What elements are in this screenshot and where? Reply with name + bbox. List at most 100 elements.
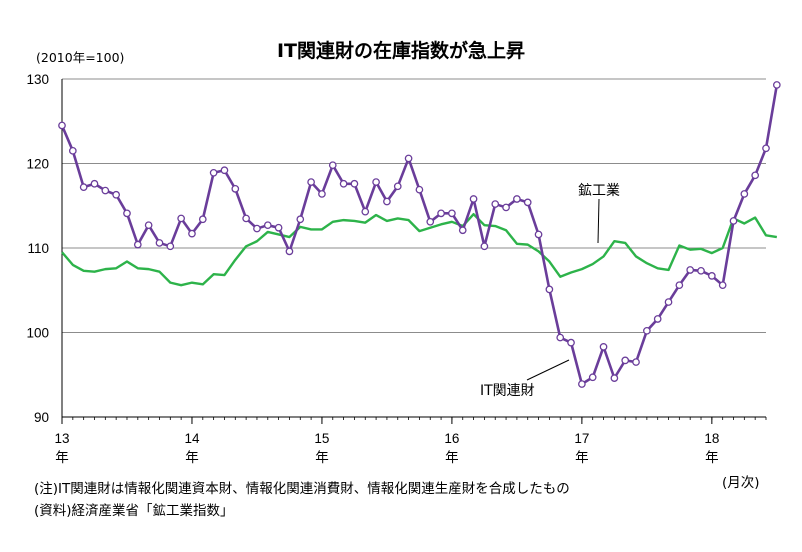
data-point [242,214,250,223]
data-point [578,380,586,388]
data-point [144,221,153,230]
data-point [523,198,532,207]
annotations: 鉱工業 IT関連財 [480,182,620,399]
data-point [437,209,445,218]
data-point [751,171,760,180]
data-point [718,281,727,290]
data-point [383,197,391,206]
data-point [393,182,402,191]
data-point [263,221,272,230]
data-point [188,229,196,238]
x-unit-label: (月次) [722,475,760,491]
data-point [632,358,640,366]
data-point [112,190,121,199]
data-point [697,266,705,275]
data-point [664,298,673,306]
annotation-label-mining: 鉱工業 [578,182,620,199]
x-tick-labels: 13 年 14 年 15 年 16 年 17 年 18 年 [54,431,719,466]
data-point [502,203,510,212]
data-point [209,168,218,177]
data-point [762,144,770,153]
data-point [177,214,185,223]
data-point [123,209,131,218]
y-tick-label-100: 100 [26,326,49,341]
data-point [296,215,305,224]
x-tick-suffix-15: 年 [315,450,329,466]
unit-label: (2010年=100) [36,50,125,65]
x-tick-suffix-13: 年 [55,450,69,466]
data-point [610,374,619,382]
data-point [274,223,283,232]
data-point [740,190,749,198]
y-tick-label-120: 120 [26,157,49,172]
data-point [79,183,88,192]
data-point [448,209,456,218]
data-point [415,185,424,194]
data-point [350,179,359,188]
source-note: (資料)経済産業省「鉱工業指数」 [34,503,234,519]
x-tick-suffix-14: 年 [185,450,199,466]
x-tick-label-14: 14 [184,431,200,446]
annotation-label-it: IT関連財 [480,383,535,399]
x-tick-label-18: 18 [704,431,719,446]
data-point [480,242,489,251]
data-point [621,356,630,365]
data-point [729,217,738,225]
x-tick-label-17: 17 [574,431,589,446]
data-point [372,178,380,186]
y-tick-label-90: 90 [34,410,49,425]
data-point [707,272,716,280]
axes [61,79,767,424]
footnote: (注)IT関連財は情報化関連資本財、情報化関連消費財、情報化関連生産財を合成した… [34,481,570,497]
data-point [68,146,77,155]
series-line-it [60,84,779,386]
y-tick-labels: 90 100 110 120 130 [26,72,49,425]
data-point [772,81,781,89]
data-point [469,195,478,203]
data-point [534,230,543,239]
x-tick-label-13: 13 [54,431,69,446]
data-point [567,338,575,347]
data-point [231,185,240,193]
data-point [90,179,99,188]
data-point [339,179,348,188]
data-point [318,190,326,198]
data-point [220,166,229,175]
data-point [328,161,337,170]
data-point [133,240,142,249]
data-point [599,343,608,351]
x-tick-suffix-16: 年 [445,450,459,466]
data-point [491,200,500,208]
data-point [588,373,597,382]
x-tick-label-16: 16 [444,431,459,446]
series-markers [58,81,781,388]
data-point [513,195,521,203]
data-point [458,226,467,235]
x-tick-label-15: 15 [314,431,329,446]
y-tick-label-130: 130 [26,72,49,87]
data-point [155,239,164,247]
x-tick-suffix-18: 年 [705,450,719,466]
data-point [253,224,261,233]
data-point [545,285,554,294]
data-point [556,333,565,342]
annotation-leader-mining [597,198,600,244]
series-lines [60,84,779,386]
data-point [58,121,66,130]
data-point [426,217,435,226]
data-point [643,326,651,335]
y-tick-label-110: 110 [27,241,49,256]
data-point [686,266,695,274]
data-point [307,178,315,186]
chart-title: IT関連財の在庫指数が急上昇 [276,40,526,62]
data-point [285,247,294,256]
data-point [653,315,662,323]
data-point [675,281,684,290]
annotation-leader-it [526,359,570,381]
x-tick-suffix-17: 年 [575,450,589,466]
data-point [166,242,175,251]
data-point [198,215,207,224]
data-point [361,207,370,216]
series-line-mining [61,212,778,287]
